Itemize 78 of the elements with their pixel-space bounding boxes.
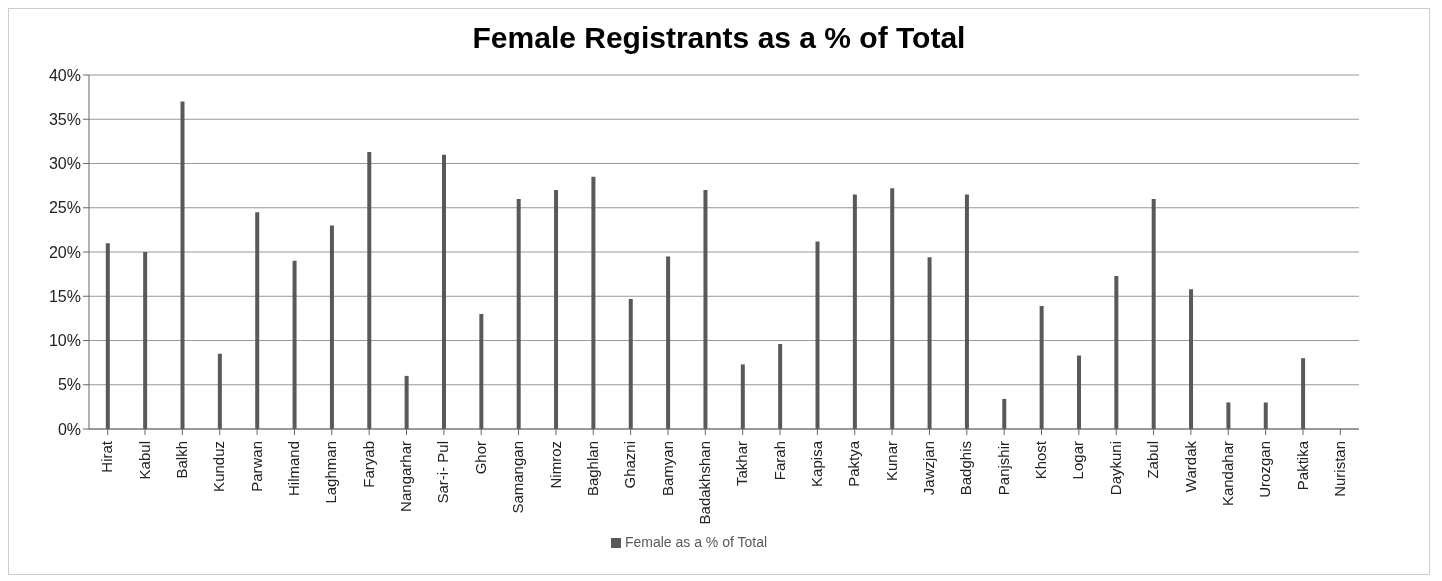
- bar: [441, 154, 446, 429]
- y-tick-label: 40%: [48, 66, 81, 84]
- x-tick-label: Daykuni: [1106, 441, 1124, 496]
- y-tick-label: 20%: [48, 243, 81, 261]
- x-tick-label: Baghlan: [583, 441, 601, 497]
- bar: [666, 256, 671, 429]
- x-tick-label: Kandahar: [1218, 441, 1236, 507]
- y-tick-label: 30%: [48, 155, 81, 173]
- x-tick-label: Panjshir: [994, 441, 1012, 496]
- bar: [1151, 198, 1156, 429]
- x-tick-label: Badakhshan: [695, 441, 713, 525]
- x-tick-label: Hirat: [98, 440, 116, 473]
- x-tick-label: Logar: [1069, 441, 1087, 480]
- bar: [255, 212, 260, 429]
- x-tick-label: Kabul: [135, 441, 153, 480]
- bar: [105, 243, 110, 429]
- bar: [516, 198, 521, 429]
- x-tick-label: Nimroz: [546, 441, 564, 489]
- x-tick-label: Khost: [1032, 440, 1050, 480]
- x-tick-label: Kapisa: [808, 440, 826, 487]
- bar: [329, 225, 334, 429]
- chart-title: Female Registrants as a % of Total: [471, 20, 967, 55]
- bar: [628, 298, 633, 429]
- bar: [1002, 398, 1007, 429]
- x-tick-label: Hilmand: [285, 441, 303, 497]
- x-tick-label: Ghazni: [621, 441, 639, 489]
- x-tick-label: Sar-i- Pul: [434, 441, 452, 504]
- x-tick-label: Ghor: [471, 441, 489, 475]
- x-tick-label: Wardak: [1181, 440, 1199, 493]
- bar: [1076, 355, 1081, 429]
- x-tick-label: Kunduz: [210, 441, 228, 492]
- y-tick-label: 0%: [57, 420, 81, 438]
- bar: [778, 344, 783, 429]
- bar: [554, 190, 559, 429]
- x-tick-label: Paktika: [1293, 440, 1311, 491]
- bar: [1301, 358, 1306, 429]
- x-tick-label: Farah: [770, 441, 788, 481]
- x-tick-label: Samangan: [509, 441, 527, 514]
- y-tick-label: 15%: [48, 287, 81, 305]
- x-tick-label: Jawzjan: [920, 441, 938, 496]
- bar: [1226, 402, 1231, 429]
- x-tick-label: Kunar: [882, 441, 900, 482]
- bar: [1039, 305, 1044, 429]
- bar: [890, 188, 895, 429]
- bar: [1114, 275, 1119, 429]
- bar: [815, 241, 820, 429]
- bar: [180, 101, 185, 429]
- x-tick-label: Laghman: [322, 441, 340, 504]
- x-tick-label: Zabul: [1144, 441, 1162, 479]
- x-tick-label: Balkh: [173, 441, 191, 479]
- x-tick-label: Nuristan: [1330, 441, 1348, 497]
- x-tick-label: Urozgan: [1256, 441, 1274, 498]
- x-tick-label: Badghis: [957, 441, 975, 496]
- bar: [143, 252, 148, 429]
- bar: [964, 194, 969, 429]
- bar: [1263, 402, 1268, 429]
- x-tick-label: Nangarhar: [397, 441, 415, 512]
- bar: [404, 375, 409, 429]
- y-tick-label: 35%: [48, 110, 81, 128]
- bar: [479, 313, 484, 429]
- y-tick-label: 5%: [57, 376, 81, 394]
- bar: [740, 364, 745, 429]
- bar: [927, 257, 932, 429]
- bar: [367, 152, 372, 429]
- bar: [292, 260, 297, 429]
- bar: [217, 353, 222, 429]
- y-tick-label: 25%: [48, 199, 81, 217]
- x-tick-label: Paktya: [845, 440, 863, 487]
- legend-label: Female as a % of Total: [624, 534, 768, 550]
- y-tick-label: 10%: [48, 332, 81, 350]
- bar: [703, 190, 708, 429]
- x-tick-label: Faryab: [359, 441, 377, 488]
- bar: [591, 176, 596, 429]
- x-tick-label: Parwan: [247, 441, 265, 492]
- bar: [1189, 289, 1194, 429]
- bar: [852, 194, 857, 429]
- x-tick-label: Bamyan: [658, 441, 676, 497]
- x-tick-label: Takhar: [733, 441, 751, 487]
